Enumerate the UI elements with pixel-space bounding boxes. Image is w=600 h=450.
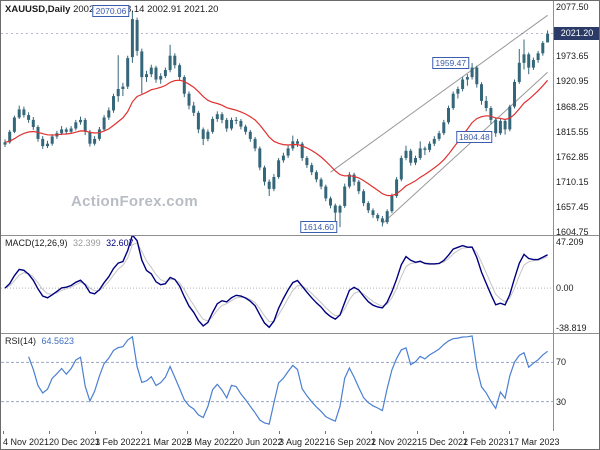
ohlc-readout: 2002.98 2028.14 2002.91 2021.20 bbox=[73, 4, 219, 15]
panel-separator bbox=[1, 235, 599, 236]
price-axis-label: 1604.75 bbox=[556, 226, 589, 237]
price-axis-label: 1762.85 bbox=[556, 151, 589, 162]
price-chart-panel[interactable] bbox=[1, 1, 553, 235]
macd-axis-label: 0.00 bbox=[556, 283, 574, 294]
time-axis-label: 17 Mar 2023 bbox=[509, 437, 560, 447]
price-callout: 2070.06 bbox=[92, 4, 130, 17]
time-axis-label: 20 Dec 2021 bbox=[49, 437, 101, 447]
time-axis-label: 21 Mar 2022 bbox=[141, 437, 192, 447]
macd-main-value: 32.607 bbox=[106, 238, 134, 248]
time-axis-label: 20 Jun 2022 bbox=[233, 437, 283, 447]
time-axis-tick bbox=[95, 431, 96, 434]
macd-panel[interactable] bbox=[1, 235, 553, 333]
time-axis-tick bbox=[3, 431, 4, 434]
time-axis-label: 3 Feb 2022 bbox=[95, 437, 141, 447]
price-axis-label: 2077.50 bbox=[556, 1, 589, 12]
price-callout: 1804.48 bbox=[455, 130, 493, 143]
time-axis-label: 16 Sep 2022 bbox=[325, 437, 377, 447]
rsi-axis-label: 70 bbox=[556, 357, 567, 368]
price-axis-label: 1973.65 bbox=[556, 51, 589, 62]
time-axis-tick bbox=[371, 431, 372, 434]
price-axis-label: 1657.45 bbox=[556, 201, 589, 212]
time-axis-tick bbox=[325, 431, 326, 434]
time-axis: 4 Nov 2021 20 Dec 2021 3 Feb 2022 21 Mar 20… bbox=[1, 431, 599, 449]
time-axis-tick bbox=[187, 431, 188, 434]
watermark: ActionForex.com bbox=[71, 193, 199, 210]
macd-axis-label: -38.819 bbox=[556, 322, 587, 333]
rsi-indicator-label: RSI(14) 64.5623 bbox=[5, 336, 77, 346]
price-axis-label: 1920.95 bbox=[556, 76, 589, 87]
macd-signal-value: 32.399 bbox=[73, 238, 101, 248]
time-axis-label: 3 Aug 2022 bbox=[279, 437, 325, 447]
time-axis-label: 4 Nov 2021 bbox=[3, 437, 50, 447]
price-axis-separator bbox=[553, 1, 554, 431]
time-axis-tick bbox=[509, 431, 510, 434]
price-callout: 1614.60 bbox=[300, 221, 337, 234]
price-axis-label: 1815.55 bbox=[556, 126, 589, 137]
time-axis-tick bbox=[463, 431, 464, 434]
rsi-name: RSI(14) bbox=[5, 336, 37, 346]
time-axis-tick bbox=[49, 431, 50, 434]
time-axis-tick bbox=[141, 431, 142, 434]
time-axis-label: 15 Dec 2022 bbox=[417, 437, 469, 447]
time-axis-tick bbox=[279, 431, 280, 434]
macd-indicator-label: MACD(12,26,9) 32.399 32.607 bbox=[5, 238, 137, 248]
time-axis-tick bbox=[417, 431, 418, 434]
rsi-value: 64.5623 bbox=[41, 336, 75, 346]
price-axis-label: 1868.25 bbox=[556, 101, 589, 112]
rsi-panel[interactable] bbox=[1, 333, 553, 431]
panel-separator bbox=[1, 333, 599, 334]
time-axis-label: 1 Feb 2023 bbox=[463, 437, 509, 447]
price-axis-label: 1710.15 bbox=[556, 176, 589, 187]
time-axis-label: 5 May 2022 bbox=[187, 437, 235, 447]
time-axis-tick bbox=[233, 431, 234, 434]
chart-title: XAUUSD,Daily 2002.98 2028.14 2002.91 202… bbox=[5, 4, 218, 15]
current-price-badge: 2021.20 bbox=[554, 27, 599, 41]
macd-name: MACD(12,26,9) bbox=[5, 238, 68, 248]
rsi-axis-label: 30 bbox=[556, 396, 567, 407]
symbol-timeframe-label: XAUUSD,Daily bbox=[5, 4, 71, 15]
price-callout: 1959.47 bbox=[432, 57, 470, 70]
time-axis-label: 1 Nov 2022 bbox=[371, 437, 418, 447]
macd-axis-label: 47.209 bbox=[556, 236, 584, 247]
